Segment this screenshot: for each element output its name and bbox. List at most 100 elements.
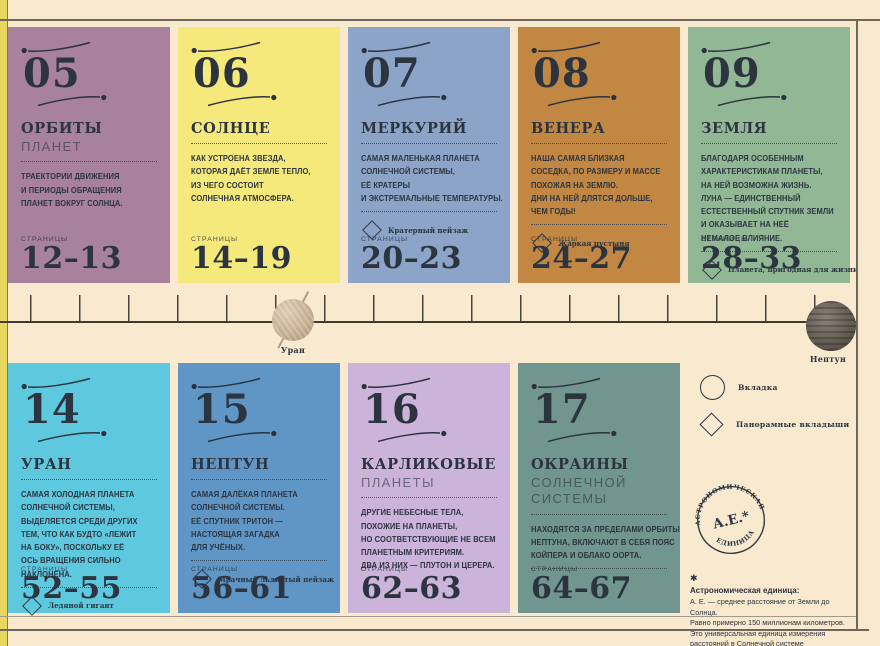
chapter-description: НАХОДЯТСЯ ЗА ПРЕДЕЛАМИ ОРБИТЫ НЕПТУНА, В… [531, 523, 680, 561]
dotted-divider [21, 586, 157, 588]
chapter-card-outskirts: 17 ОКРАИНЫ СОЛНЕЧНОЙ СИСТЕМЫ НАХОДЯТСЯ З… [518, 363, 680, 613]
chapter-number: 16 [363, 386, 421, 433]
timeline-ticks [30, 295, 850, 322]
dotted-divider [531, 513, 667, 515]
chapter-number: 14 [23, 386, 81, 433]
chapter-card-orbits: 05 ОРБИТЫ ПЛАНЕТ ТРАЕКТОРИИ ДВИЖЕНИЯ И П… [8, 27, 170, 283]
flourish-ornament-icon [207, 94, 277, 107]
pages-range: 28–33 [701, 241, 802, 276]
dotted-divider [531, 568, 667, 570]
dotted-divider [701, 143, 837, 144]
flourish-ornament-icon [37, 430, 107, 443]
legend-label: Панорамные вкладыши [736, 420, 850, 429]
chapter-subtitle: СОЛНЕЧНОЙ СИСТЕМЫ [531, 475, 627, 507]
chapter-description: САМАЯ МАЛЕНЬКАЯ ПЛАНЕТА СОЛНЕЧНОЙ СИСТЕМ… [361, 153, 503, 203]
chapter-description: ДРУГИЕ НЕБЕСНЫЕ ТЕЛА, ПОХОЖИЕ НА ПЛАНЕТЫ… [361, 507, 496, 571]
flourish-ornament-icon [191, 377, 261, 390]
chapter-subtitle: ПЛАНЕТЫ [361, 475, 435, 490]
pages-block: СТРАНИЦЫ 20–23 [361, 236, 462, 274]
chapter-title: СОЛНЦЕ [191, 120, 271, 137]
footnote-title: Астрономическая единица: [690, 586, 800, 595]
chapter-description: САМАЯ ХОЛОДНАЯ ПЛАНЕТА СОЛНЕЧНОЙ СИСТЕМЫ… [21, 489, 138, 579]
chapter-number: 17 [533, 386, 591, 433]
chapter-description: НАША САМАЯ БЛИЗКАЯ СОСЕДКА, ПО РАЗМЕРУ И… [531, 153, 661, 217]
pages-label: СТРАНИЦЫ [701, 236, 749, 243]
dotted-divider [531, 143, 667, 144]
neptune-planet-icon [806, 301, 856, 351]
chapter-description: САМАЯ ДАЛЁКАЯ ПЛАНЕТА СОЛНЕЧНОЙ СИСТЕМЫ.… [191, 489, 298, 553]
chapter-card-earth: 09 ЗЕМЛЯ БЛАГОДАРЯ ОСОБЕННЫМ ХАРАКТЕРИСТ… [688, 27, 858, 283]
flourish-ornament-icon [377, 430, 447, 443]
flourish-ornament-icon [547, 94, 617, 107]
chapter-title: ЗЕМЛЯ [701, 120, 768, 137]
dotted-divider [361, 497, 497, 499]
chapter-title: МЕРКУРИЙ [361, 120, 468, 137]
chapter-subtitle: ПЛАНЕТ [21, 139, 82, 154]
insert-badge-label: Планета, пригодная для жизни [728, 265, 859, 275]
pages-block: СТРАНИЦЫ 24–27 [531, 236, 632, 274]
insert-badge: Кратерный пейзаж [361, 220, 497, 241]
chapter-number: 09 [703, 50, 761, 97]
dotted-divider [191, 560, 327, 562]
uranus-label: Уран [280, 345, 306, 355]
right-border-line [856, 20, 858, 631]
footnote-body: А. Е. — среднее расстояние от Земли до С… [690, 597, 845, 646]
dotted-divider [191, 143, 327, 144]
insert-badge: Жаркая пустыня [531, 233, 667, 254]
insert-badge-label: Ледяной гигант [48, 601, 114, 611]
insert-badge-label: Мрачный льдистый пейзаж [218, 574, 335, 584]
chapter-description: ТРАЕКТОРИИ ДВИЖЕНИЯ И ПЕРИОДЫ ОБРАЩЕНИЯ … [21, 171, 123, 208]
timeline-axis [0, 321, 856, 323]
pages-label: СТРАНИЦЫ [531, 566, 579, 573]
pages-range: 20–23 [361, 241, 462, 276]
flourish-ornament-icon [701, 41, 771, 54]
chapter-card-sun: 06 СОЛНЦЕ КАК УСТРОЕНА ЗВЕЗДА, КОТОРАЯ Д… [178, 27, 340, 283]
chapter-title: КАРЛИКОВЫЕ [361, 456, 496, 473]
flourish-ornament-icon [377, 94, 447, 107]
insert-badge: Ледяной гигант [21, 596, 157, 616]
flourish-ornament-icon [21, 377, 91, 390]
chapter-number: 08 [533, 50, 591, 97]
pages-block: СТРАНИЦЫ 64–67 [531, 566, 632, 604]
chapter-card-venus: 08 ВЕНЕРА НАША САМАЯ БЛИЗКАЯ СОСЕДКА, ПО… [518, 27, 680, 283]
legend-item-panorama: Панорамные вкладыши [699, 412, 850, 437]
bottom-border-line [0, 616, 857, 617]
pages-range: 64–67 [531, 571, 632, 606]
stamp-center-text: А.Е.* [711, 508, 751, 533]
flourish-ornament-icon [37, 94, 107, 107]
flourish-ornament-icon [21, 41, 91, 54]
uranus-planet-icon [272, 299, 314, 341]
pages-label: СТРАНИЦЫ [191, 566, 239, 573]
page-bottom-edge [0, 629, 869, 631]
flourish-ornament-icon [531, 41, 601, 54]
pages-block: СТРАНИЦЫ 56–61 [191, 566, 292, 604]
chapter-number: 07 [363, 50, 421, 97]
chapter-card-dwarf-planets: 16 КАРЛИКОВЫЕ ПЛАНЕТЫ ДРУГИЕ НЕБЕСНЫЕ ТЕ… [348, 363, 510, 613]
dotted-divider [21, 161, 157, 163]
chapter-number: 05 [23, 50, 81, 97]
chapter-title: ВЕНЕРА [531, 120, 606, 137]
chapter-description: БЛАГОДАРЯ ОСОБЕННЫМ ХАРАКТЕРИСТИКАМ ПЛАН… [701, 153, 834, 243]
neptune-label: Нептун [809, 354, 847, 364]
pages-range: 52–55 [21, 571, 122, 606]
pages-block: СТРАНИЦЫ 52–55 [21, 566, 122, 604]
dotted-divider [531, 224, 667, 226]
pages-range: 14–19 [191, 241, 292, 276]
chapter-title: ОКРАИНЫ [531, 456, 629, 473]
asterisk-icon: ✱ [690, 573, 698, 583]
pages-label: СТРАНИЦЫ [531, 236, 579, 243]
chapter-card-mercury: 07 МЕРКУРИЙ САМАЯ МАЛЕНЬКАЯ ПЛАНЕТА СОЛН… [348, 27, 510, 283]
top-border-line [0, 19, 880, 21]
pages-block: СТРАНИЦЫ 62–63 [361, 566, 462, 604]
chapter-card-neptune: 15 НЕПТУН САМАЯ ДАЛЁКАЯ ПЛАНЕТА СОЛНЕЧНО… [178, 363, 340, 613]
dotted-divider [361, 211, 497, 213]
diamond-icon [699, 412, 724, 437]
pages-label: СТРАНИЦЫ [361, 566, 409, 573]
pages-label: СТРАНИЦЫ [21, 566, 69, 573]
flourish-ornament-icon [361, 41, 431, 54]
astronomical-unit-stamp: АСТРОНОМИЧЕСКАЯ ЕДИНИЦА А.Е.* [687, 476, 766, 554]
flourish-ornament-icon [207, 430, 277, 443]
pages-block: СТРАНИЦЫ 14–19 [191, 236, 292, 274]
insert-badge: Планета, пригодная для жизни [701, 260, 858, 280]
